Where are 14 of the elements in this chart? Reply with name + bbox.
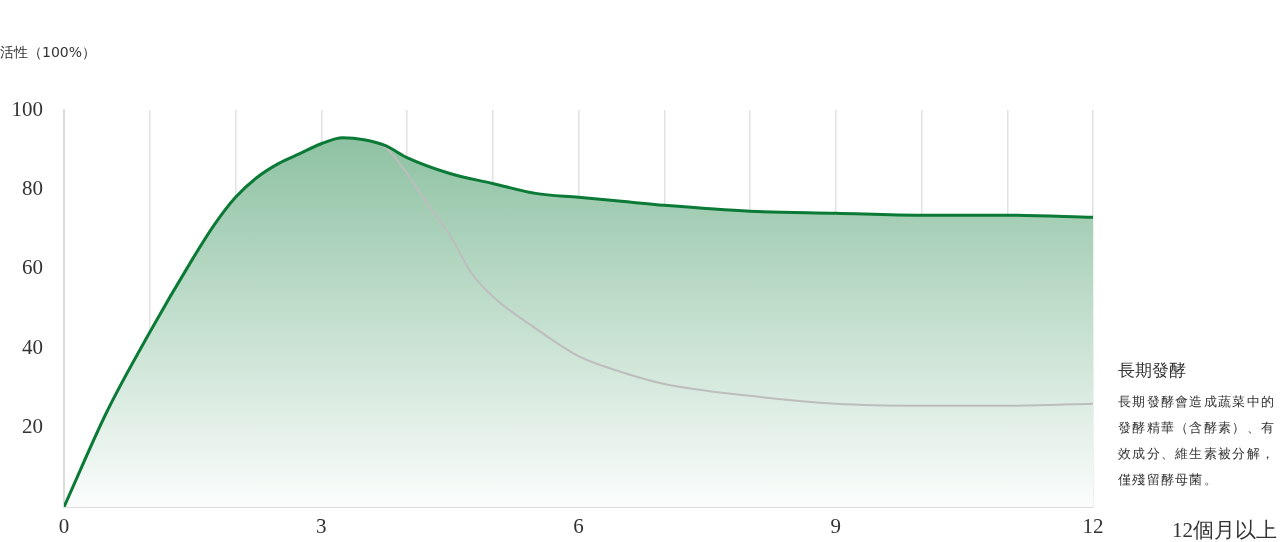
y-axis-title: 活性（100%） [0, 44, 97, 62]
x-axis-title: 12個月以上 [1172, 517, 1277, 542]
x-tick-label: 12 [1082, 514, 1104, 539]
y-tick-label: 20 [22, 414, 43, 439]
x-tick-label: 9 [830, 514, 841, 539]
y-tick-label: 100 [11, 96, 43, 121]
x-tick-label: 0 [58, 514, 70, 539]
y-tick-label: 60 [22, 255, 43, 280]
y-tick-label: 40 [22, 334, 43, 359]
text: 長期發酵會造成蔬菜中的發酵精華（含酵素）、有效成分、維生素被分解，僅殘留酵母菌。 [1118, 393, 1277, 489]
text: 長期發酵 [1118, 359, 1187, 382]
x-tick-label: 3 [316, 514, 327, 539]
x-tick-label: 6 [573, 514, 584, 539]
y-tick-label: 80 [22, 175, 43, 200]
